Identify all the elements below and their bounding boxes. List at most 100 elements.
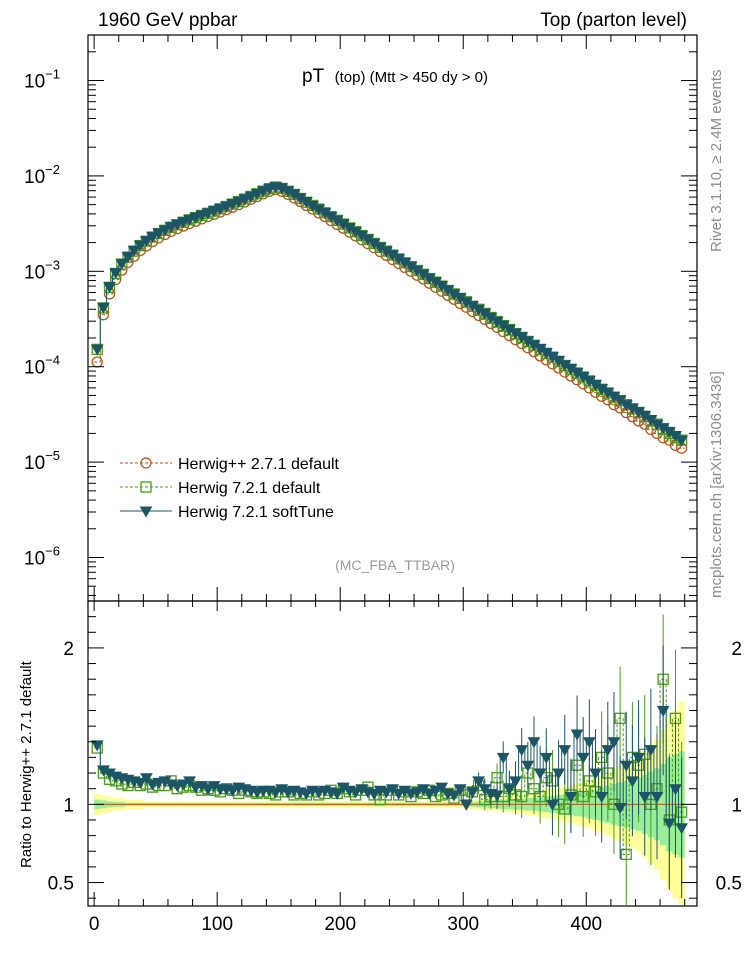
ratio-point-herwig721 — [516, 790, 528, 803]
ratio-point-softtune — [330, 788, 344, 800]
ratio-point-herwig721 — [620, 848, 632, 861]
ratio-frame — [87, 600, 698, 907]
ratio-point-softtune — [601, 745, 615, 757]
y-tick-exponent: −1 — [45, 67, 60, 82]
point-softtune — [97, 302, 110, 314]
ratio-ylabel: Ratio to Herwig++ 2.7.1 default — [18, 660, 35, 868]
x-tick-label: 0 — [89, 914, 100, 935]
series-herwigpp — [91, 183, 688, 454]
ratio-series-herwig721 — [91, 614, 688, 905]
point-softtune — [158, 225, 172, 237]
point-softtune — [176, 217, 190, 229]
point-softtune — [115, 258, 129, 270]
ratio-point-softtune — [367, 788, 381, 800]
ratio-point-softtune — [90, 740, 104, 752]
point-softtune — [256, 186, 270, 198]
header-left: 1960 GeV ppbar — [98, 10, 238, 31]
x-tick-label: 100 — [201, 914, 233, 935]
ratio-point-softtune — [459, 799, 473, 811]
side-text-rivet: Rivet 3.1.10, ≥ 2.4M events — [708, 70, 725, 253]
legend-label-herwig721: Herwig 7.2.1 default — [178, 480, 321, 497]
point-softtune — [140, 236, 153, 248]
y-tick-label: 10−5 — [24, 448, 60, 474]
ratio-y-tick-label: 0.5 — [48, 874, 74, 895]
ratio-point-softtune — [496, 752, 510, 764]
ratio-point-softtune — [503, 784, 516, 796]
analysis-tag: (MC_FBA_TTBAR) — [335, 557, 455, 573]
ratio-point-softtune — [595, 792, 609, 804]
ratio-point-softtune — [490, 790, 504, 802]
ratio-point-softtune — [570, 729, 584, 741]
y-tick-label: 10−1 — [24, 67, 60, 93]
x-tick-label: 400 — [570, 914, 602, 935]
ratio-point-softtune — [521, 760, 535, 772]
ratio-point-softtune — [669, 784, 682, 796]
ratio-point-softtune — [533, 768, 547, 780]
ratio-point-softtune — [546, 799, 559, 811]
ratio-point-softtune — [226, 785, 239, 797]
ratio-panel: 0 100 200 300 400 0.5 0.5 1 1 2 2 — [48, 600, 742, 935]
point-softtune — [244, 191, 258, 203]
ratio-point-herwig721 — [559, 803, 571, 815]
ratio-point-softtune — [552, 768, 565, 780]
main-plot-area — [90, 181, 688, 454]
ratio-y-tick-label-right: 2 — [731, 639, 742, 660]
ratio-point-softtune — [379, 787, 393, 799]
ratio-y-tick-label-right: 0.5 — [716, 874, 742, 895]
ratio-point-herwig721 — [614, 712, 626, 724]
point-softtune — [232, 196, 246, 208]
ratio-point-softtune — [650, 792, 664, 804]
ratio-point-softtune — [472, 776, 485, 788]
ratio-point-softtune — [662, 818, 676, 830]
ratio-point-softtune — [564, 792, 578, 804]
ratio-point-softtune — [582, 737, 596, 749]
ratio-axes: 0 100 200 300 400 0.5 0.5 1 1 2 2 — [48, 601, 742, 935]
ratio-y-tick-label: 1 — [63, 795, 74, 816]
point-softtune — [109, 268, 123, 280]
ratio-point-softtune — [675, 823, 688, 835]
point-softtune — [103, 282, 116, 294]
ratio-point-softtune — [183, 776, 196, 788]
legend-marker-herwig721 — [140, 481, 152, 493]
ratio-point-softtune — [576, 752, 590, 764]
ratio-point-softtune — [176, 779, 190, 791]
ratio-point-softtune — [392, 788, 406, 800]
ratio-point-softtune — [626, 776, 639, 788]
plot-title-main: pT — [302, 66, 325, 87]
ratio-point-softtune — [453, 784, 467, 796]
plot-title-sub: (top) (Mtt > 450 dy > 0) — [335, 69, 488, 86]
point-softtune — [133, 240, 147, 252]
ratio-point-softtune — [300, 788, 313, 800]
y-tick-label: 10−4 — [24, 353, 60, 379]
point-softtune — [121, 251, 135, 263]
ratio-point-softtune — [429, 785, 442, 797]
ratio-point-softtune — [607, 737, 621, 749]
side-text-source: mcplots.cern.ch [arXiv:1306.3436] — [708, 371, 725, 598]
point-softtune — [90, 344, 104, 356]
legend-label-softtune: Herwig 7.2.1 softTune — [178, 504, 334, 521]
point-softtune — [170, 219, 184, 231]
ratio-point-softtune — [423, 788, 436, 800]
x-tick-label: 300 — [447, 914, 479, 935]
legend: Herwig++ 2.7.1 default Herwig 7.2.1 defau… — [120, 456, 340, 521]
point-softtune — [127, 245, 141, 257]
ratio-point-softtune — [201, 784, 215, 796]
series-softtune — [90, 182, 688, 447]
point-softtune — [213, 203, 227, 215]
ratio-point-softtune — [133, 777, 147, 789]
ratio-point-softtune — [410, 787, 424, 799]
ratio-point-softtune — [539, 752, 553, 764]
ratio-point-softtune — [619, 760, 633, 772]
legend-label-herwigpp: Herwig++ 2.7.1 default — [178, 456, 340, 473]
x-tick-label: 200 — [324, 914, 356, 935]
point-softtune — [250, 188, 264, 200]
point-softtune — [164, 222, 178, 234]
point-softtune — [675, 435, 688, 447]
ratio-point-softtune — [656, 705, 670, 717]
ratio-series-softtune — [90, 645, 688, 899]
main-panel: 10−1 10−2 10−3 10−4 10−5 10−6 pT (top) (Mtt >… — [24, 34, 698, 602]
point-softtune — [220, 201, 233, 213]
ratio-point-softtune — [558, 745, 572, 757]
plot-title: pT (top) (Mtt > 450 dy > 0) — [302, 66, 488, 87]
